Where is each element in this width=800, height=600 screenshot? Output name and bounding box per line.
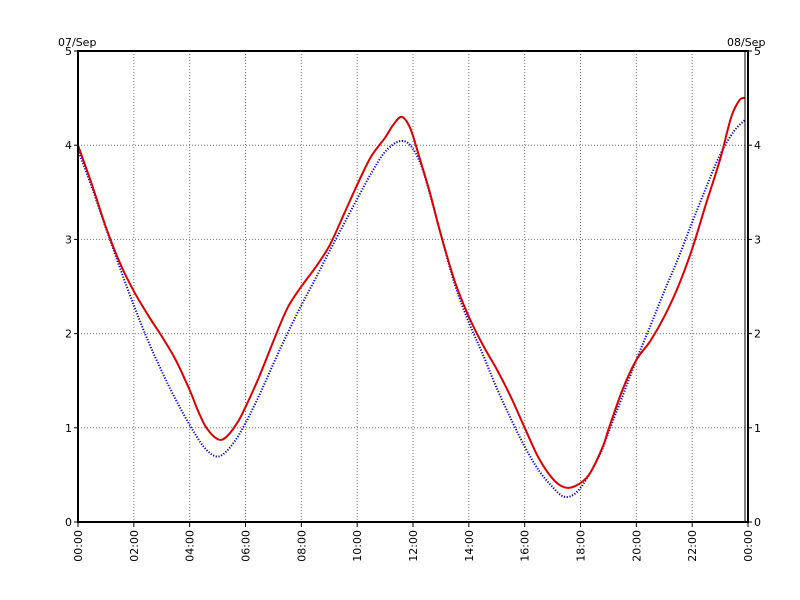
date-label-right: 08/Sep xyxy=(727,36,765,49)
x-tick-labels: 00:00 02:00 04:00 06:00 08:00 10:00 12:00 14:00… xyxy=(72,522,755,562)
y-tick-label-right: 0 xyxy=(754,516,761,529)
x-tick-label: 00:00 xyxy=(72,530,85,562)
plot-background xyxy=(78,51,748,522)
x-tick-label: 22:00 xyxy=(686,530,699,562)
date-label-left: 07/Sep xyxy=(58,36,96,49)
y-tick-label-left: 5 xyxy=(65,45,72,58)
y-tick-label-left: 0 xyxy=(65,516,72,529)
x-tick-label: 18:00 xyxy=(575,530,588,562)
y-tick-label-left: 2 xyxy=(65,328,72,341)
x-tick-label: 08:00 xyxy=(295,530,308,562)
grid-lines xyxy=(78,51,748,522)
y-tick-label-right: 5 xyxy=(754,45,761,58)
x-tick-label: 14:00 xyxy=(463,530,476,562)
x-tick-label: 16:00 xyxy=(519,530,532,562)
x-tick-label: 12:00 xyxy=(407,530,420,562)
series-line-blue xyxy=(77,119,746,499)
y-tick-label-right: 1 xyxy=(754,422,761,435)
x-tick-label: 02:00 xyxy=(128,530,141,562)
x-tick-label: 20:00 xyxy=(630,530,643,562)
x-tick-label: 06:00 xyxy=(240,530,253,562)
x-tick-label: 04:00 xyxy=(184,530,197,562)
series-line-red xyxy=(77,96,746,489)
y-tick-label-right: 4 xyxy=(754,139,761,152)
y-tick-label-left: 3 xyxy=(65,233,72,246)
y-tick-label-left: 4 xyxy=(65,139,72,152)
x-tick-label: 10:00 xyxy=(351,530,364,562)
y-tick-labels: 0 0 1 1 2 2 3 3 4 4 5 5 xyxy=(65,45,761,529)
y-tick-label-left: 1 xyxy=(65,422,72,435)
data-series xyxy=(77,96,746,499)
y-tick-label-right: 2 xyxy=(754,328,761,341)
y-tick-label-right: 3 xyxy=(754,233,761,246)
x-tick-label: 00:00 xyxy=(742,530,755,562)
